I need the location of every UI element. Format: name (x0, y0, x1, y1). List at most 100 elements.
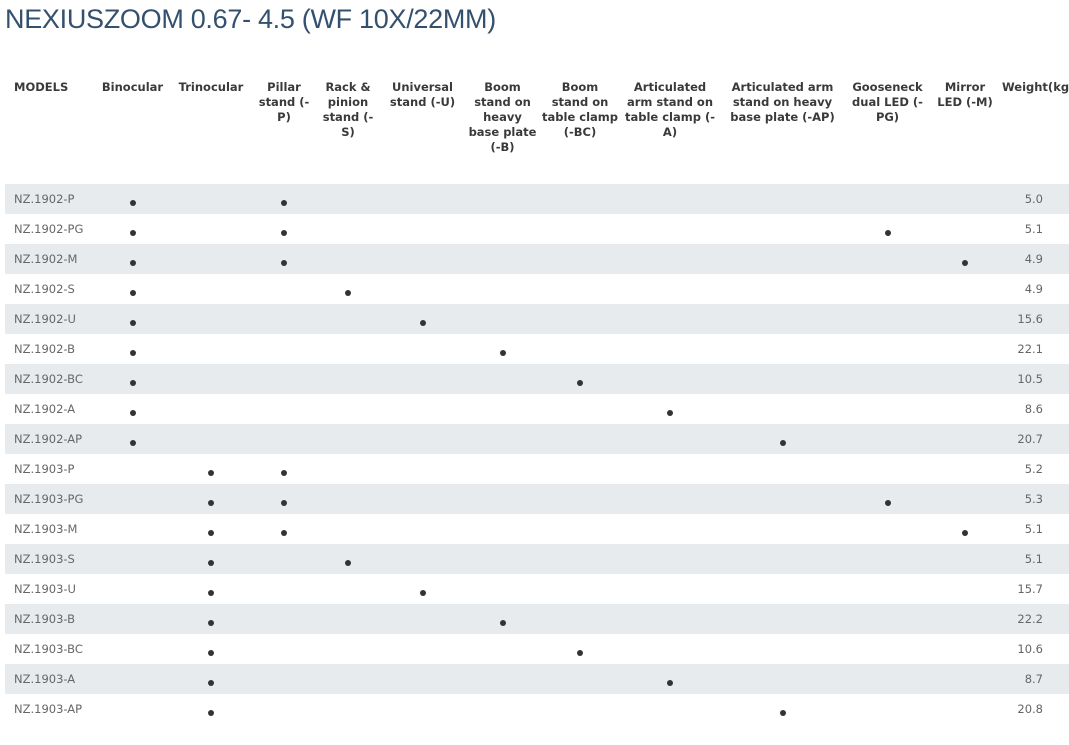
feature-cell-a (620, 334, 720, 364)
feature-cell-pg (845, 604, 930, 634)
feature-cell-b (465, 274, 540, 304)
feature-cell-p (252, 634, 316, 664)
table-row: NZ.1902-AP 20.7 (5, 424, 1069, 454)
column-header-bc: Boom stand on table clamp (-BC) (542, 80, 618, 139)
table-row: NZ.1902-P 5.0 (5, 184, 1069, 214)
feature-cell-pg (845, 184, 930, 214)
model-cell: NZ.1902-B (14, 342, 76, 356)
feature-cell-tri (170, 394, 252, 424)
table-row: NZ.1903-A 8.7 (5, 664, 1069, 694)
feature-cell-m (930, 664, 1000, 694)
feature-cell-m (930, 394, 1000, 424)
feature-cell-tri (170, 214, 252, 244)
feature-cell-bin (95, 664, 170, 694)
feature-cell-b (465, 634, 540, 664)
feature-cell-p (252, 364, 316, 394)
bullet-dot-icon (129, 350, 136, 356)
feature-cell-tri (170, 664, 252, 694)
feature-cell-tri (170, 604, 252, 634)
feature-cell-pg (845, 454, 930, 484)
column-header-m: Mirror LED (-M) (937, 80, 993, 109)
feature-cell-bin (95, 694, 170, 724)
bullet-dot-icon (884, 500, 891, 506)
weight-cell: 20.8 (1017, 702, 1043, 716)
feature-cell-p (252, 694, 316, 724)
table-row: NZ.1903-P 5.2 (5, 454, 1069, 484)
model-cell: NZ.1903-B (5, 604, 95, 634)
column-header-bin: Binocular (101, 80, 164, 94)
model-cell: NZ.1902-P (5, 184, 95, 214)
feature-cell-tri (170, 274, 252, 304)
feature-cell-s (316, 424, 380, 454)
weight-cell: 4.9 (1000, 244, 1069, 274)
weight-cell: 10.5 (1000, 364, 1069, 394)
table-row: NZ.1902-S 4.9 (5, 274, 1069, 304)
feature-cell-a (620, 694, 720, 724)
column-header-b: Boom stand on heavy base plate (-B) (468, 80, 537, 154)
feature-cell-m (930, 694, 1000, 724)
feature-cell-b (465, 214, 540, 244)
feature-cell-bc (540, 574, 620, 604)
feature-cell-bin (95, 424, 170, 454)
feature-cell-a (620, 664, 720, 694)
feature-cell-u (380, 214, 465, 244)
feature-cell-bin (95, 454, 170, 484)
model-cell: NZ.1903-S (5, 544, 95, 574)
feature-cell-bin (95, 364, 170, 394)
feature-cell-ap (720, 394, 845, 424)
feature-cell-p (252, 214, 316, 244)
bullet-dot-icon (281, 470, 287, 476)
table-row: NZ.1903-B 22.2 (5, 604, 1069, 634)
bullet-dot-icon (208, 650, 214, 656)
feature-cell-u (380, 664, 465, 694)
feature-cell-bin (95, 514, 170, 544)
feature-cell-a (620, 514, 720, 544)
feature-cell-a (620, 424, 720, 454)
bullet-dot-icon (208, 500, 214, 506)
feature-cell-pg (845, 574, 930, 604)
feature-cell-ap (720, 244, 845, 274)
feature-cell-u (380, 364, 465, 394)
table-row: NZ.1903-U 15.7 (5, 574, 1069, 604)
table-row: NZ.1902-M 4.9 (5, 244, 1069, 274)
feature-cell-u (380, 634, 465, 664)
feature-cell-bc (540, 484, 620, 514)
feature-cell-ap (720, 484, 845, 514)
feature-cell-bc (540, 424, 620, 454)
bullet-dot-icon (208, 470, 214, 476)
bullet-dot-icon (208, 530, 214, 536)
feature-cell-pg (845, 664, 930, 694)
feature-cell-m (930, 484, 1000, 514)
feature-cell-bin (95, 394, 170, 424)
feature-cell-pg (845, 634, 930, 664)
page-title: NEXIUSZOOM 0.67- 4.5 (WF 10X/22MM) (5, 4, 496, 34)
feature-cell-p (252, 544, 316, 574)
feature-cell-bin (95, 634, 170, 664)
bullet-dot-icon (667, 410, 673, 416)
bullet-dot-icon (129, 320, 136, 326)
model-cell: NZ.1903-BC (14, 642, 83, 656)
bullet-dot-icon (281, 260, 287, 266)
feature-cell-s (316, 694, 380, 724)
model-cell: NZ.1903-A (5, 664, 95, 694)
feature-cell-s (316, 184, 380, 214)
models-table: MODELS Binocular Trinocular Pillar stand (-… (5, 80, 1069, 724)
feature-cell-s (316, 214, 380, 244)
bullet-dot-icon (129, 200, 136, 206)
feature-cell-pg (845, 544, 930, 574)
feature-cell-m (930, 214, 1000, 244)
feature-cell-pg (845, 364, 930, 394)
feature-cell-s (316, 334, 380, 364)
feature-cell-a (620, 604, 720, 634)
feature-cell-ap (720, 424, 845, 454)
feature-cell-bc (540, 334, 620, 364)
feature-cell-a (620, 394, 720, 424)
feature-cell-m (930, 274, 1000, 304)
model-cell: NZ.1903-P (14, 462, 75, 476)
feature-cell-a (620, 364, 720, 394)
feature-cell-b (465, 484, 540, 514)
feature-cell-bc (540, 274, 620, 304)
feature-cell-bc (540, 664, 620, 694)
model-cell: NZ.1902-S (14, 282, 75, 296)
table-row: NZ.1903-PG 5.3 (5, 484, 1069, 514)
